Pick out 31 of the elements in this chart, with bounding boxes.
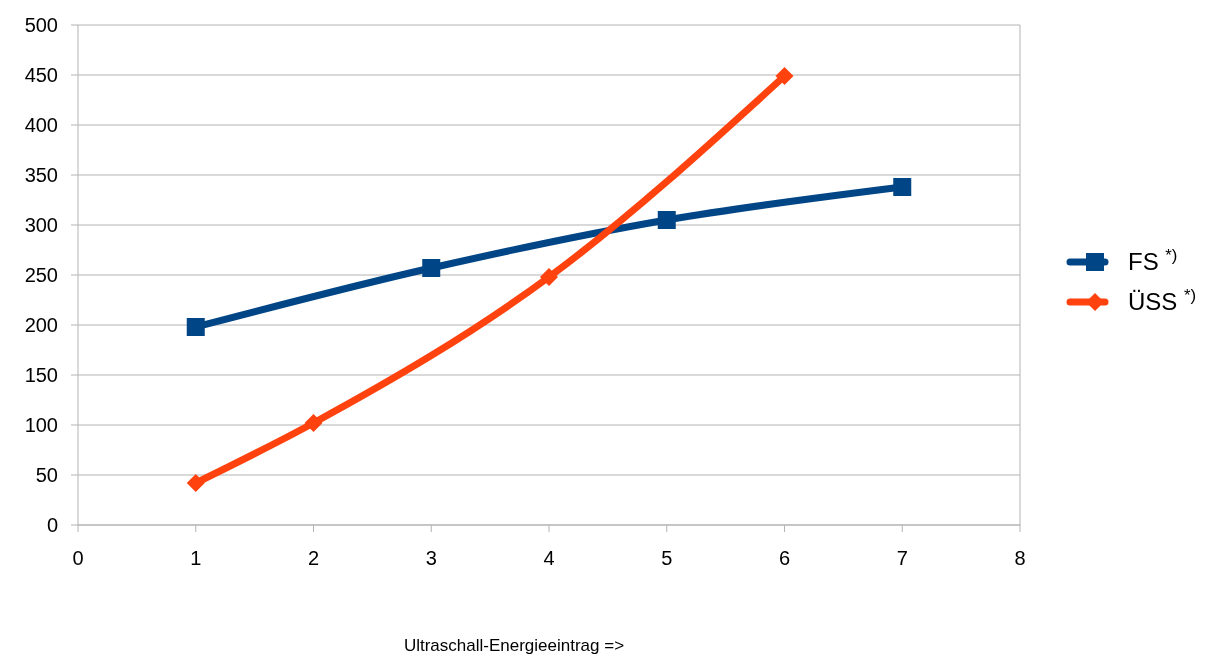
y-tick-label: 250 (24, 264, 58, 286)
x-tick-label: 5 (661, 547, 673, 569)
y-tick-label: 500 (24, 14, 58, 36)
y-tick-label: 450 (24, 64, 58, 86)
point (186, 318, 205, 336)
x-tick-label: 8 (1014, 547, 1026, 569)
point (304, 414, 323, 432)
point (657, 211, 676, 229)
point (422, 259, 441, 277)
x-tick-label: 7 (896, 547, 908, 569)
y-tick-label: 300 (24, 214, 58, 236)
point (893, 178, 912, 196)
y-tick-label: 100 (24, 414, 58, 436)
x-tick-label: 4 (543, 547, 555, 569)
x-tick-label: 0 (72, 547, 84, 569)
y-tick-label: 200 (24, 314, 58, 336)
y-tick-label: 0 (46, 514, 58, 536)
point (775, 67, 794, 85)
x-tick-label: 1 (190, 547, 202, 569)
x-tick-label: 2 (307, 547, 320, 569)
legend-label: FS $^{*)}$ (1128, 245, 1178, 275)
y-tick-label: 150 (24, 364, 58, 386)
x-tick-label: 3 (425, 547, 437, 569)
y-tick-label: 400 (24, 114, 58, 136)
y-tick-label: 50 (35, 464, 58, 486)
x-tick-label: 6 (778, 547, 791, 569)
legend-label: ÜSS $^{*)}$ (1128, 285, 1197, 315)
y-tick-label: 350 (24, 164, 58, 186)
x-axis-title: Ultraschall-Energieeintrag => (403, 636, 625, 655)
point (540, 268, 558, 286)
point (186, 474, 205, 492)
